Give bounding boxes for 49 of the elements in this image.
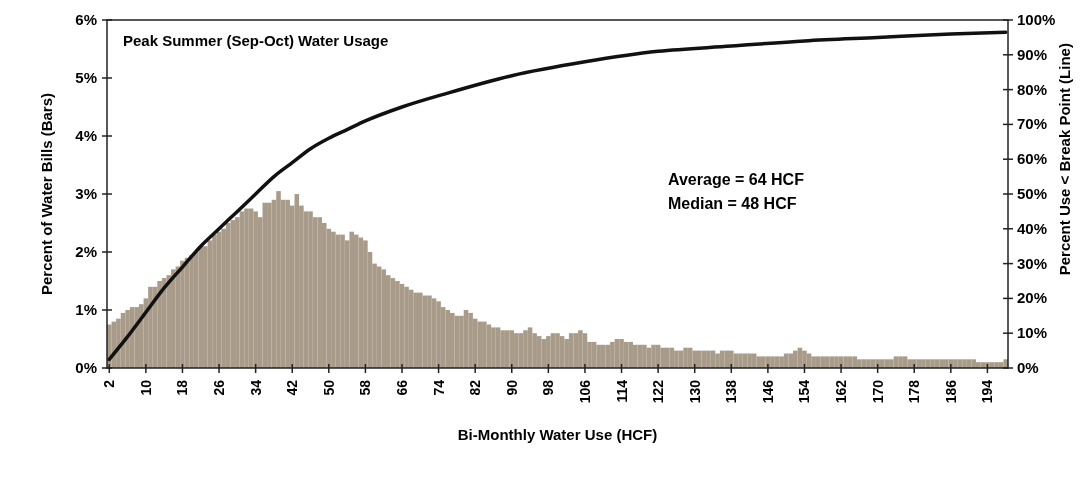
x-tick-label: 106 <box>576 379 593 404</box>
y-tick-label: 6% <box>75 11 97 28</box>
x-tick-label: 34 <box>247 379 264 396</box>
x-tick-label: 50 <box>320 379 337 396</box>
y2-tick-label: 10% <box>1017 324 1048 342</box>
y2-tick-label: 70% <box>1017 115 1048 133</box>
y2-tick-label: 100% <box>1017 11 1056 28</box>
x-tick-label: 130 <box>686 379 703 404</box>
x-tick-label: 74 <box>430 379 447 396</box>
x-tick-label: 82 <box>467 379 484 396</box>
x-tick-label: 146 <box>759 379 776 404</box>
x-tick-label: 170 <box>869 379 886 404</box>
y2-tick-label: 60% <box>1017 150 1048 168</box>
x-tick-label: 42 <box>284 379 301 396</box>
x-tick-label: 186 <box>942 379 959 404</box>
y-tick-label: 0% <box>75 359 97 376</box>
x-tick-label: 98 <box>540 379 557 396</box>
y-axis-title: Percent of Water Bills (Bars) <box>38 93 55 295</box>
x-tick-label: 26 <box>211 379 228 396</box>
x-tick-label: 138 <box>723 379 740 404</box>
text: Peak Summer (Sep-Oct) Water Usage <box>123 32 389 49</box>
annotation: Average = 64 HCF <box>668 171 805 188</box>
y-tick-label: 4% <box>75 127 97 144</box>
y2-tick-label: 0% <box>1017 359 1039 376</box>
x-tick-label: 194 <box>979 379 996 404</box>
x-axis-title: Bi-Monthly Water Use (HCF) <box>457 426 658 443</box>
x-tick-label: 2 <box>101 379 118 388</box>
x-tick-label: 162 <box>833 379 850 404</box>
x-tick-label: 10 <box>137 379 154 396</box>
x-tick-label: 58 <box>357 379 374 396</box>
y-tick-label: 3% <box>75 185 97 202</box>
y2-tick-label: 80% <box>1017 80 1048 98</box>
x-tick-label: 122 <box>650 379 667 404</box>
y2-tick-label: 40% <box>1017 219 1048 237</box>
y-tick-label: 5% <box>75 69 97 86</box>
y2-tick-label: 30% <box>1017 254 1048 272</box>
y-tick-label: 1% <box>75 301 97 318</box>
x-tick-label: 18 <box>174 379 191 396</box>
x-tick-label: 178 <box>906 379 923 404</box>
x-tick-label: 66 <box>394 379 410 396</box>
y2-tick-label: 90% <box>1017 45 1048 63</box>
y2-tick-label: 50% <box>1017 185 1048 202</box>
annotation: Median = 48 HCF <box>668 195 797 212</box>
y-tick-label: 2% <box>75 243 97 260</box>
x-tick-label: 90 <box>503 379 520 396</box>
x-tick-label: 114 <box>613 379 630 403</box>
x-tick-label: 154 <box>796 379 813 404</box>
y2-tick-label: 20% <box>1017 289 1048 307</box>
y2-axis-title: Percent Use < Break Point (Line) <box>1056 43 1073 276</box>
